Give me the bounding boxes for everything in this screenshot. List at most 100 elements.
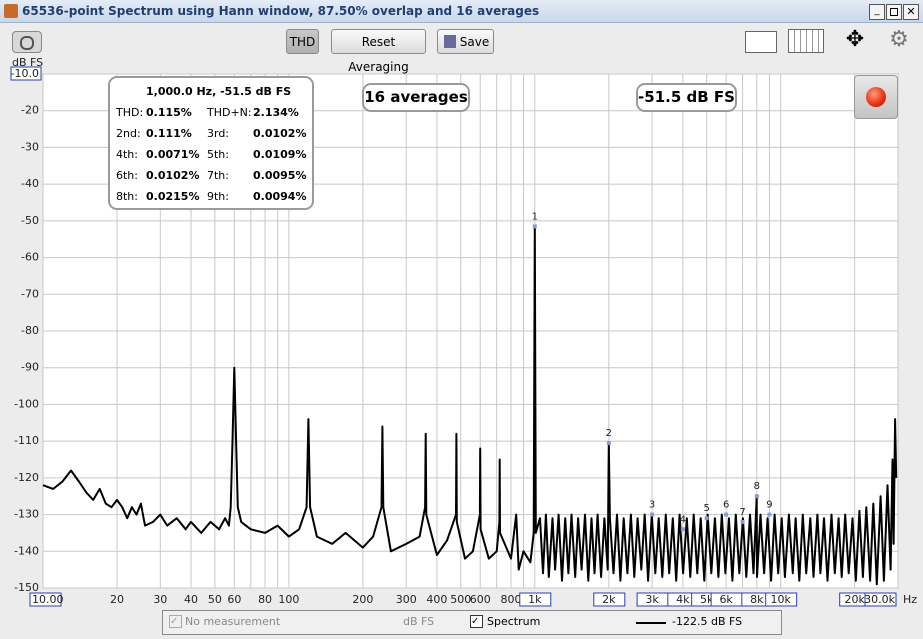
y-tick-label: -90	[21, 361, 39, 374]
reset-averaging-button[interactable]: Reset Averaging	[331, 29, 426, 74]
x-tick-label: 5k	[700, 593, 714, 606]
y-tick-label: -80	[21, 324, 39, 337]
y-tick-label: -140	[14, 544, 39, 557]
y-tick-label: -10.0	[11, 67, 39, 80]
legend-series-name: Spectrum	[487, 615, 541, 628]
thd-cell: 0.0215%	[146, 190, 200, 203]
x-tick-label: 4k	[676, 593, 690, 606]
x-tick-label: 500	[450, 593, 471, 606]
x-tick-label: 3k	[645, 593, 659, 606]
y-tick-label: -110	[14, 434, 39, 447]
harmonic-label: 7	[739, 507, 745, 518]
x-tick-label: 40	[184, 593, 198, 606]
harmonic-label: 8	[754, 481, 760, 492]
tick-label-box	[10, 66, 42, 81]
layout-button[interactable]	[745, 31, 777, 53]
grid-button[interactable]	[788, 29, 824, 53]
x-tick-label: 60	[227, 593, 241, 606]
x-tick-label: 80	[258, 593, 272, 606]
x-tick-label: 20k	[845, 593, 866, 606]
y-tick-label: -20	[21, 104, 39, 117]
title-bar: 65536-point Spectrum using Hann window, …	[0, 0, 923, 23]
harmonic-label: 5	[703, 503, 709, 514]
harmonic-marker	[532, 224, 537, 229]
level-readout: -51.5 dB FS	[636, 83, 737, 112]
thd-button[interactable]: THD	[286, 29, 319, 54]
zoom-fit-button[interactable]: ✥	[845, 27, 865, 52]
legend-series-value: -122.5 dB FS	[672, 615, 743, 628]
thd-header: 1,000.0 Hz, -51.5 dB FS	[146, 85, 292, 98]
harmonic-label: 2	[606, 428, 612, 439]
x-tick-label: 8k	[750, 593, 764, 606]
x-tick-label: 2k	[602, 593, 616, 606]
x-tick-label: 6k	[719, 593, 733, 606]
tick-label-box	[765, 592, 798, 607]
legend-bar: ✓ No measurement dB FS ✓ Spectrum -122.5…	[162, 610, 782, 635]
x-tick-label: 100	[278, 593, 299, 606]
harmonic-marker	[650, 512, 655, 517]
thd-cell: 0.0094%	[253, 190, 307, 203]
harmonic-marker	[740, 519, 745, 524]
thd-panel: 1,000.0 Hz, -51.5 dB FS THD: 0.115% THD+N:…	[108, 76, 314, 210]
spectrum-checkbox[interactable]: ✓	[470, 615, 483, 628]
reference-unit: dB FS	[403, 615, 435, 628]
harmonic-marker	[606, 440, 611, 445]
thd-cell: 8th:	[116, 190, 138, 203]
reference-name: No measurement	[185, 615, 281, 628]
thd-cell: 0.0102%	[146, 169, 200, 182]
tick-label-box	[864, 592, 897, 607]
thd-cell: 3rd:	[207, 127, 230, 140]
tick-label-box	[29, 592, 62, 607]
y-tick-label: -60	[21, 251, 39, 264]
x-tick-label: 30	[153, 593, 167, 606]
harmonic-label: 6	[723, 500, 729, 511]
y-tick-label: -150	[14, 581, 39, 594]
thd-cell: 0.111%	[146, 127, 192, 140]
thd-cell: 9th:	[207, 190, 229, 203]
close-button[interactable]: ✕	[903, 4, 919, 20]
harmonic-marker	[704, 516, 709, 521]
spectrum-line	[42, 225, 898, 586]
thd-cell: 6th:	[116, 169, 138, 182]
harmonic-label: 3	[649, 500, 655, 511]
thd-cell: THD+N:	[207, 106, 252, 119]
maximize-button[interactable]	[886, 4, 902, 20]
thd-cell: 2.134%	[253, 106, 299, 119]
x-tick-label: 1k	[528, 593, 542, 606]
thd-cell: 0.0071%	[146, 148, 200, 161]
y-axis-label: dB FS	[12, 56, 43, 69]
y-tick-label: -50	[21, 214, 39, 227]
x-axis-unit: Hz	[903, 593, 917, 606]
grid	[42, 73, 899, 589]
harmonic-marker	[754, 494, 759, 499]
harmonic-label: 4	[680, 514, 686, 525]
x-tick-label: 20	[110, 593, 124, 606]
x-tick-label: 600	[470, 593, 491, 606]
thd-cell: 4th:	[116, 148, 138, 161]
save-button[interactable]: Save	[437, 29, 494, 54]
settings-button[interactable]: ⚙	[889, 27, 909, 52]
reference-checkbox[interactable]: ✓	[169, 615, 182, 628]
x-tick-label: 400	[426, 593, 447, 606]
x-tick-label: 30.0k	[864, 593, 895, 606]
averages-readout: 16 averages	[362, 83, 470, 112]
x-tick-label: 50	[208, 593, 222, 606]
snapshot-button[interactable]	[12, 31, 42, 53]
y-tick-label: -30	[21, 140, 39, 153]
harmonic-label: 1	[532, 211, 538, 222]
y-tick-label: -70	[21, 287, 39, 300]
x-tick-label: 10.00	[32, 593, 64, 606]
y-tick-label: -120	[14, 471, 39, 484]
record-button[interactable]	[854, 75, 898, 119]
x-tick-label: 10k	[770, 593, 791, 606]
minimize-button[interactable]: _	[869, 4, 885, 20]
thd-cell: 2nd:	[116, 127, 141, 140]
thd-cell: 0.0102%	[253, 127, 307, 140]
x-tick-label: 200	[352, 593, 373, 606]
thd-cell: 0.0109%	[253, 148, 307, 161]
thd-cell: THD:	[116, 106, 144, 119]
thd-cell: 5th:	[207, 148, 229, 161]
tick-label-box	[593, 592, 626, 607]
